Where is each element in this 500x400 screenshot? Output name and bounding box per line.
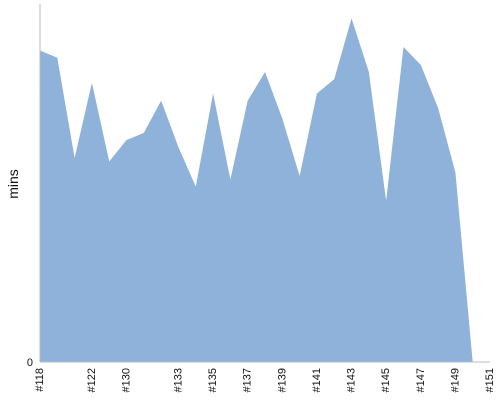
- x-tick-label: #139: [276, 368, 288, 392]
- x-tick-label: #141: [311, 368, 323, 392]
- y-tick-label: 0: [27, 357, 33, 369]
- x-tick-label: #130: [121, 368, 133, 392]
- area-layer: [40, 18, 490, 362]
- y-axis-label: mins: [5, 169, 21, 199]
- x-tick-labels: #118 #122 #130 #133 #135 #137 #139 #141 #143 #145…: [34, 368, 496, 392]
- area-series: [40, 18, 490, 362]
- x-tick-label: #147: [415, 368, 427, 392]
- x-tick-label: #151: [484, 368, 496, 392]
- x-tick-label: #133: [172, 368, 184, 392]
- x-tick-label: #135: [207, 368, 219, 392]
- x-tick-label: #149: [449, 368, 461, 392]
- x-tick-label: #143: [346, 368, 358, 392]
- x-tick-label: #145: [380, 368, 392, 392]
- axis-layer: [39, 4, 490, 363]
- x-tick-label: #118: [34, 368, 46, 392]
- x-tick-label: #137: [242, 368, 254, 392]
- y-tick-labels: 0: [27, 357, 33, 369]
- x-tick-label: #122: [86, 368, 98, 392]
